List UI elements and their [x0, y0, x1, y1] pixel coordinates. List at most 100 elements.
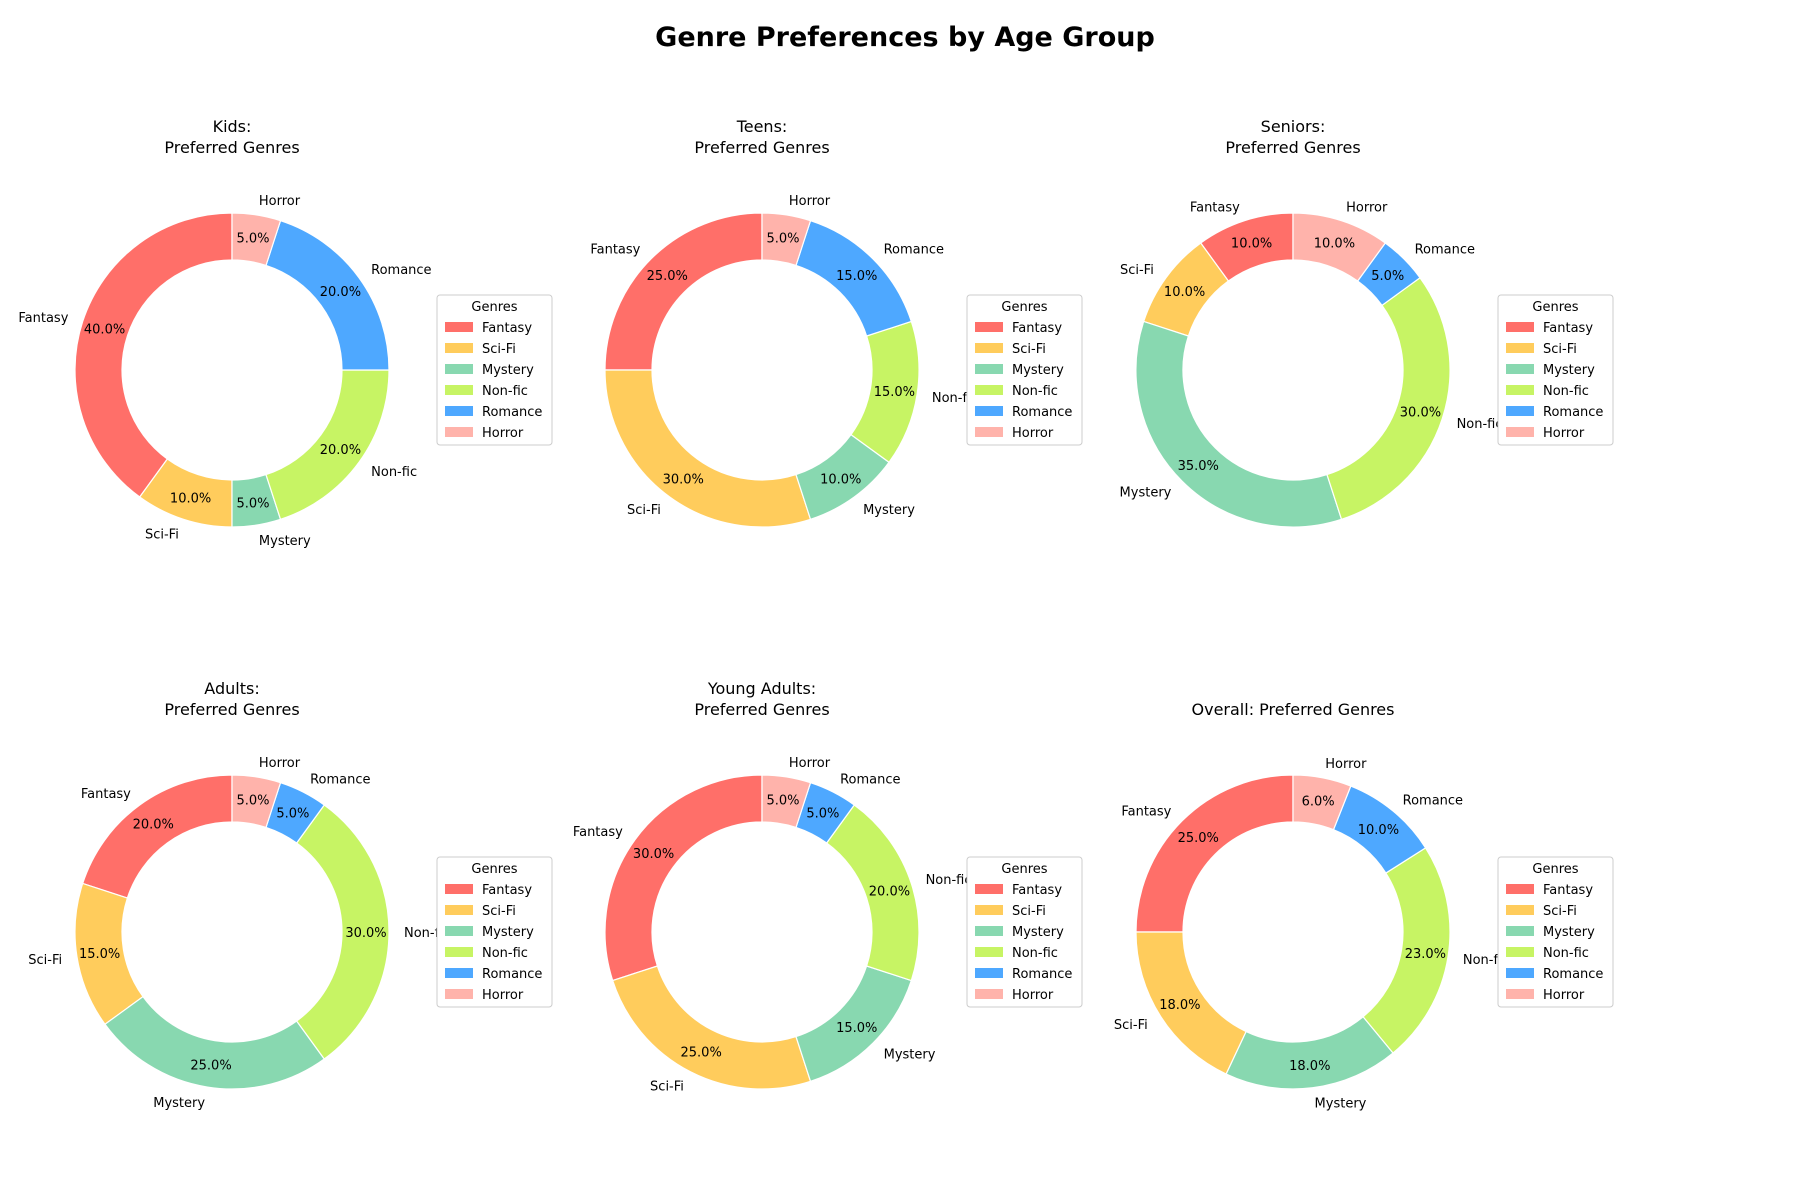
- slice-category-label: Fantasy: [81, 787, 131, 802]
- legend-swatch-sci-fi: [445, 343, 473, 353]
- donut-chart-seniors: Seniors: Preferred Genres 10.0% Fantasy 10.0…: [1120, 117, 1614, 528]
- legend-label-romance: Romance: [1012, 405, 1072, 420]
- slice-fantasy: [74, 212, 233, 498]
- slice-category-label: Horror: [789, 194, 831, 209]
- legend-label-non-fic: Non-fic: [1543, 946, 1589, 961]
- legend-title: Genres: [471, 862, 517, 877]
- legend-label-sci-fi: Sci-Fi: [482, 342, 516, 357]
- legend-label-non-fic: Non-fic: [482, 946, 528, 961]
- slice-category-label: Sci-Fi: [1114, 1018, 1148, 1033]
- legend-label-romance: Romance: [1543, 967, 1603, 982]
- legend-swatch-horror: [445, 427, 473, 437]
- slice-pct-label: 5.0%: [806, 807, 839, 822]
- legend-label-horror: Horror: [1012, 426, 1054, 441]
- legend-label-mystery: Mystery: [1012, 925, 1064, 940]
- slice-mystery: [1135, 320, 1343, 528]
- legend-swatch-horror: [1506, 427, 1534, 437]
- slice-category-label: Sci-Fi: [28, 953, 62, 968]
- slice-category-label: Non-fic: [1463, 953, 1509, 968]
- slice-pct-label: 25.0%: [681, 1045, 722, 1060]
- slice-category-label: Horror: [1346, 200, 1388, 215]
- legend-label-sci-fi: Sci-Fi: [1543, 342, 1577, 357]
- slice-horror: [231, 774, 282, 829]
- legend-label-horror: Horror: [1012, 988, 1054, 1003]
- legend-swatch-non-fic: [975, 947, 1003, 957]
- slice-pct-label: 10.0%: [170, 491, 211, 506]
- slice-category-label: Non-fic: [926, 873, 972, 888]
- slice-pct-label: 6.0%: [1302, 794, 1335, 809]
- slice-category-label: Sci-Fi: [627, 503, 661, 518]
- slice-category-label: Mystery: [884, 1048, 936, 1063]
- legend-swatch-horror: [1506, 989, 1534, 999]
- slice-category-label: Romance: [884, 242, 944, 257]
- legend-label-horror: Horror: [482, 426, 524, 441]
- slice-pct-label: 15.0%: [874, 385, 915, 400]
- legend-swatch-horror: [445, 989, 473, 999]
- slice-pct-label: 5.0%: [1371, 269, 1404, 284]
- legend-swatch-mystery: [1506, 926, 1534, 936]
- legend-label-romance: Romance: [1012, 967, 1072, 982]
- slice-category-label: Mystery: [863, 503, 915, 518]
- legend-swatch-romance: [445, 968, 473, 978]
- legend-title: Genres: [1532, 862, 1578, 877]
- legend-label-mystery: Mystery: [1012, 363, 1064, 378]
- slice-category-label: Fantasy: [590, 242, 640, 257]
- slice-horror: [1292, 212, 1387, 282]
- legend: Genres Fantasy Sci-Fi Mystery Non-fic Romance…: [966, 856, 1083, 1008]
- slice-category-label: Fantasy: [18, 311, 68, 326]
- legend-swatch-non-fic: [445, 947, 473, 957]
- slice-pct-label: 10.0%: [1358, 823, 1399, 838]
- legend-title: Genres: [1001, 300, 1047, 315]
- legend: Genres Fantasy Sci-Fi Mystery Non-fic Romance…: [1497, 294, 1614, 446]
- slice-category-label: Sci-Fi: [145, 528, 179, 543]
- slice-horror: [761, 774, 812, 829]
- legend-label-horror: Horror: [1543, 426, 1585, 441]
- slice-pct-label: 10.0%: [820, 472, 861, 487]
- legend-swatch-romance: [975, 406, 1003, 416]
- slice-pct-label: 15.0%: [836, 269, 877, 284]
- legend-swatch-mystery: [445, 926, 473, 936]
- legend-swatch-non-fic: [975, 385, 1003, 395]
- slice-category-label: Fantasy: [1190, 200, 1240, 215]
- legend-swatch-mystery: [975, 926, 1003, 936]
- legend-label-fantasy: Fantasy: [1543, 883, 1593, 898]
- chart-title: Seniors: Preferred Genres: [1225, 117, 1360, 157]
- slice-category-label: Romance: [1415, 242, 1475, 257]
- legend-swatch-fantasy: [1506, 322, 1534, 332]
- donut-chart-kids: Kids: Preferred Genres 40.0% Fantasy 10.0% Sc…: [18, 117, 553, 549]
- slice-category-label: Horror: [1325, 757, 1367, 772]
- legend-swatch-mystery: [975, 364, 1003, 374]
- legend-label-horror: Horror: [482, 988, 524, 1003]
- slice-category-label: Mystery: [153, 1096, 205, 1111]
- legend-title: Genres: [1001, 862, 1047, 877]
- legend-title: Genres: [471, 300, 517, 315]
- legend-label-non-fic: Non-fic: [1543, 384, 1589, 399]
- legend-label-sci-fi: Sci-Fi: [1543, 904, 1577, 919]
- legend-label-sci-fi: Sci-Fi: [1012, 342, 1046, 357]
- slice-category-label: Horror: [259, 194, 301, 209]
- legend-label-horror: Horror: [1543, 988, 1585, 1003]
- slice-pct-label: 10.0%: [1314, 237, 1355, 252]
- legend-label-non-fic: Non-fic: [1012, 384, 1058, 399]
- legend-swatch-mystery: [1506, 364, 1534, 374]
- slice-pct-label: 5.0%: [236, 794, 269, 809]
- legend-swatch-romance: [1506, 968, 1534, 978]
- slice-pct-label: 18.0%: [1289, 1059, 1330, 1074]
- legend-label-mystery: Mystery: [1543, 925, 1595, 940]
- slice-category-label: Sci-Fi: [1120, 263, 1154, 278]
- slice-pct-label: 20.0%: [320, 443, 361, 458]
- chart-title: Kids: Preferred Genres: [164, 117, 299, 157]
- legend-swatch-sci-fi: [445, 905, 473, 915]
- slice-non-fic: [295, 804, 390, 1060]
- legend-label-mystery: Mystery: [1543, 363, 1595, 378]
- legend-swatch-sci-fi: [1506, 905, 1534, 915]
- slice-pct-label: 20.0%: [133, 818, 174, 833]
- slice-pct-label: 30.0%: [663, 472, 704, 487]
- slice-pct-label: 30.0%: [345, 926, 386, 941]
- slice-category-label: Non-fic: [1457, 417, 1503, 432]
- slice-pct-label: 10.0%: [1164, 285, 1205, 300]
- figure-title: Genre Preferences by Age Group: [655, 22, 1155, 53]
- slice-category-label: Horror: [259, 756, 301, 771]
- chart-title: Young Adults: Preferred Genres: [694, 679, 829, 719]
